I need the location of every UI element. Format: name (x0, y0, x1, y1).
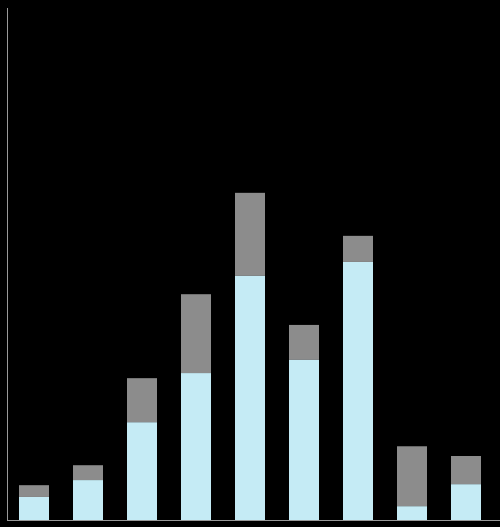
bar-segment (73, 465, 103, 481)
bar-segment (289, 359, 319, 520)
bar-segment (181, 373, 211, 520)
bar-segment (127, 422, 157, 520)
bar-segment (451, 484, 481, 520)
bar-segment (343, 261, 373, 520)
bar-segment (181, 294, 211, 374)
bar-segment (235, 275, 265, 520)
bar-segment (397, 446, 427, 507)
bar-segment (397, 506, 427, 520)
bar-segment (343, 235, 373, 262)
plot (19, 192, 481, 520)
bar-segment (235, 192, 265, 276)
bar-segment (127, 378, 157, 423)
bar-segment (19, 496, 49, 520)
bar-segment (451, 456, 481, 485)
bar-segment (19, 485, 49, 497)
bar-segment (289, 324, 319, 360)
bar-segment (73, 480, 103, 520)
